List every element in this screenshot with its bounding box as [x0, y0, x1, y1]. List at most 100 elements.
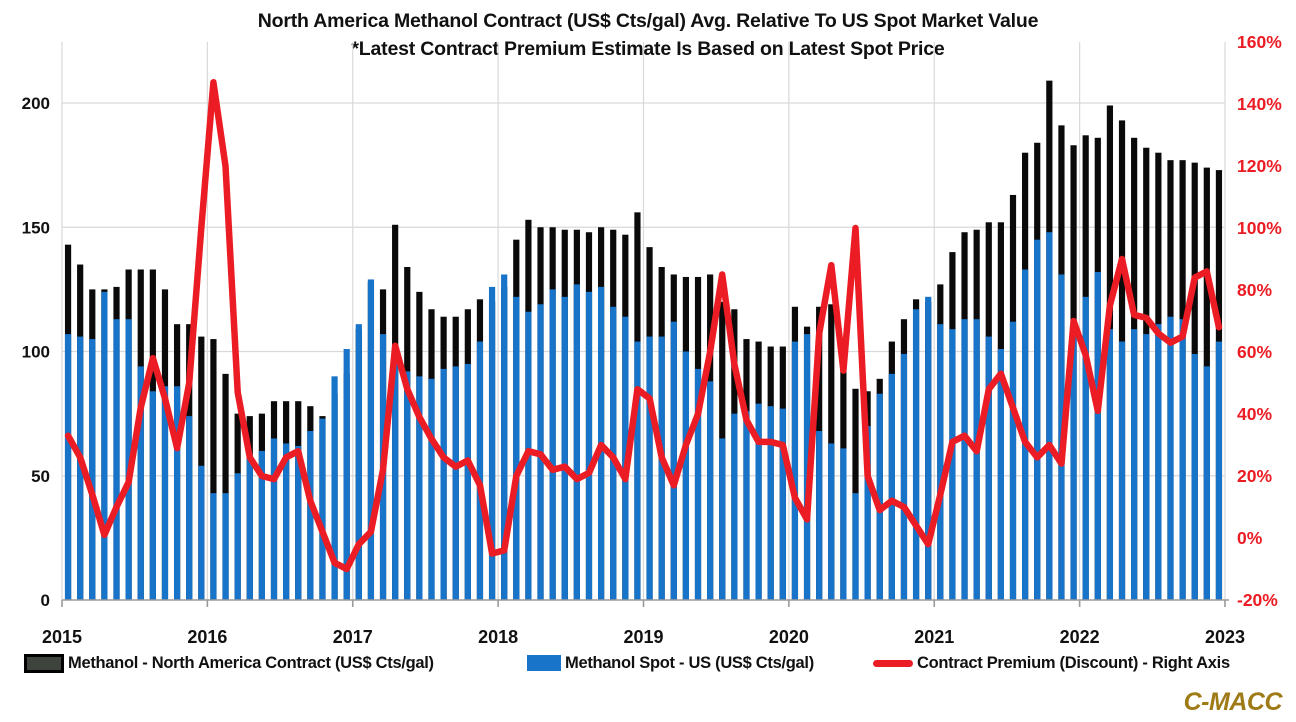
premium-line	[64, 79, 1223, 573]
bar-spot	[113, 319, 120, 600]
bar-spot	[925, 296, 932, 600]
left-axis-label: 0	[41, 591, 50, 610]
bar-spot	[488, 286, 496, 600]
bar-spot	[64, 334, 72, 600]
left-axis-label: 200	[22, 94, 50, 113]
bar-spot	[319, 418, 326, 600]
right-axis-label: 100%	[1237, 218, 1282, 238]
bar-spot	[295, 445, 302, 600]
bar-spot	[1094, 271, 1101, 600]
bar-spot	[658, 336, 665, 600]
spot-bar-swatch-icon	[527, 655, 561, 671]
bar-spot	[876, 393, 883, 600]
legend-label-contract: Methanol - North America Contract (US$ C…	[68, 653, 434, 672]
bar-spot	[840, 448, 847, 600]
bar-spot	[161, 386, 169, 600]
bar-spot	[949, 329, 956, 600]
bar-spot	[585, 291, 593, 600]
bar-spot	[719, 438, 726, 600]
bar-spot	[816, 431, 823, 600]
bar-spot	[888, 373, 895, 600]
left-axis-label: 150	[22, 218, 50, 237]
bar-spot	[1034, 239, 1041, 601]
bar-spot	[307, 431, 314, 600]
bar-spot	[101, 291, 108, 600]
bar-spot	[186, 416, 193, 600]
bar-spot	[77, 336, 84, 600]
contract-bar-swatch-icon	[24, 653, 64, 673]
legend-label-spot: Methanol Spot - US (US$ Cts/gal)	[565, 653, 814, 672]
right-axis-label: 140%	[1237, 94, 1282, 114]
bar-spot	[1167, 316, 1174, 600]
x-axis-label: 2020	[769, 627, 809, 647]
left-axis-label: 100	[22, 343, 50, 362]
x-axis-label: 2016	[187, 627, 227, 647]
chart-title-line2: *Latest Contract Premium Estimate Is Bas…	[351, 38, 945, 60]
bar-spot	[198, 465, 205, 600]
bar-spot	[707, 381, 714, 600]
x-axis-label: 2018	[478, 627, 518, 647]
bar-contract	[222, 373, 229, 600]
bar-spot	[561, 296, 568, 600]
bar-spot	[1009, 321, 1017, 600]
bar-spot	[440, 368, 447, 600]
bar-spot	[900, 353, 908, 600]
right-axis-label: 60%	[1237, 342, 1272, 362]
x-axis-label: 2015	[42, 627, 82, 647]
bar-spot	[1179, 319, 1186, 600]
right-axis-label: 20%	[1237, 466, 1272, 486]
bar-spot	[864, 426, 871, 600]
bar-spot	[997, 349, 1004, 600]
bar-spot	[937, 324, 944, 600]
bar-spot	[513, 296, 520, 600]
x-axis-label: 2021	[914, 627, 954, 647]
chart-title-line1: North America Methanol Contract (US$ Cts…	[257, 10, 1039, 32]
bar-spot	[755, 403, 762, 600]
bar-spot	[270, 438, 278, 600]
bar-spot	[404, 371, 411, 600]
bar-spot	[779, 408, 786, 600]
bar-spot	[791, 341, 799, 600]
bar-spot	[246, 458, 253, 600]
right-axis-label: 40%	[1237, 404, 1272, 424]
bar-spot	[258, 450, 265, 600]
bar-spot	[694, 368, 702, 600]
x-axis-label: 2022	[1060, 627, 1100, 647]
premium-line-swatch-icon	[873, 659, 913, 667]
left-axis-label: 50	[31, 467, 50, 486]
bar-spot	[464, 363, 471, 600]
bar-spot	[682, 351, 690, 600]
bar-spot	[1082, 296, 1089, 600]
bar-spot	[973, 319, 980, 600]
bar-spot	[961, 319, 968, 600]
bar-spot	[1070, 334, 1077, 600]
bar-spot	[476, 341, 484, 600]
legend-item-premium: Contract Premium (Discount) - Right Axis	[873, 650, 1230, 676]
bar-spot	[1131, 329, 1138, 600]
bar-spot	[634, 341, 641, 600]
bar-spot	[1191, 353, 1198, 600]
bar-spot	[767, 406, 774, 600]
bar-spot	[743, 411, 750, 600]
bar-spot	[428, 378, 435, 600]
bar-spot	[1143, 334, 1150, 600]
bar-spot	[1046, 232, 1053, 600]
bar-spot	[331, 376, 338, 600]
bar-spot	[283, 443, 290, 600]
right-axis-label: 0%	[1237, 528, 1263, 548]
bar-spot	[803, 334, 811, 600]
bar-spot	[912, 309, 920, 600]
bar-spot	[89, 339, 96, 600]
bar-spot	[1203, 366, 1210, 600]
x-axis-label: 2019	[623, 627, 663, 647]
bar-spot	[1215, 341, 1223, 600]
bar-spot	[137, 366, 144, 600]
right-axis-label: -20%	[1237, 590, 1278, 610]
bar-spot	[222, 493, 229, 600]
legend-item-spot: Methanol Spot - US (US$ Cts/gal)	[527, 650, 814, 676]
bar-spot	[828, 443, 835, 600]
bar-spot	[173, 386, 181, 600]
bar-spot	[355, 324, 362, 600]
bar-spot	[210, 493, 217, 600]
